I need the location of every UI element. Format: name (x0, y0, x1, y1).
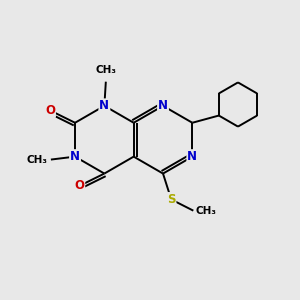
Text: N: N (158, 99, 168, 112)
Text: CH₃: CH₃ (96, 65, 117, 76)
Text: N: N (187, 150, 197, 163)
Text: O: O (74, 179, 84, 192)
Text: CH₃: CH₃ (26, 154, 47, 165)
Text: CH₃: CH₃ (195, 206, 216, 216)
Text: O: O (45, 104, 55, 117)
Text: N: N (70, 150, 80, 163)
Text: N: N (99, 99, 110, 112)
Text: S: S (167, 193, 176, 206)
